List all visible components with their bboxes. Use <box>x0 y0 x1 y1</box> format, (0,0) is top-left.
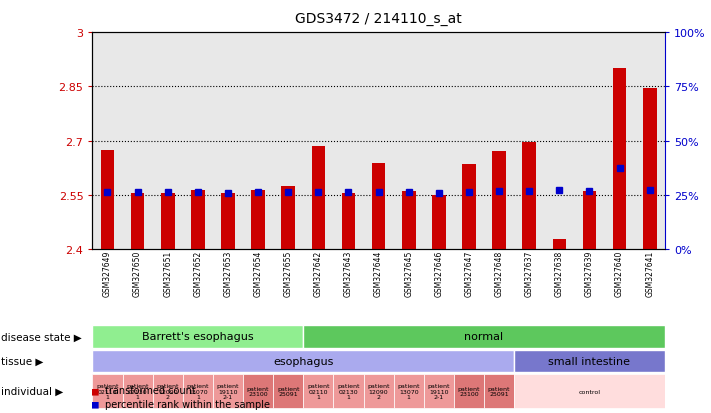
Text: normal: normal <box>464 332 503 342</box>
Text: patient
02130
1: patient 02130 1 <box>337 383 360 399</box>
Text: GSM327649: GSM327649 <box>103 250 112 297</box>
Bar <box>462 165 476 250</box>
Text: GSM327644: GSM327644 <box>374 250 383 297</box>
Bar <box>514 350 665 373</box>
Bar <box>552 239 566 250</box>
Bar <box>514 375 665 408</box>
Text: disease state ▶: disease state ▶ <box>1 332 82 342</box>
Bar <box>221 194 235 250</box>
Bar <box>92 375 122 408</box>
Bar <box>454 375 484 408</box>
Text: GSM327642: GSM327642 <box>314 250 323 297</box>
Bar <box>153 375 183 408</box>
Text: Barrett's esophagus: Barrett's esophagus <box>142 332 254 342</box>
Bar <box>333 375 363 408</box>
Text: tissue ▶: tissue ▶ <box>1 356 43 366</box>
Text: esophagus: esophagus <box>273 356 333 366</box>
Text: patient
23100: patient 23100 <box>458 386 480 396</box>
Bar <box>161 194 174 250</box>
Text: GSM327638: GSM327638 <box>555 250 564 297</box>
Text: GSM327651: GSM327651 <box>164 250 172 297</box>
Text: patient
19110
2-1: patient 19110 2-1 <box>427 383 450 399</box>
Text: ■: ■ <box>92 385 99 395</box>
Bar <box>304 375 333 408</box>
Text: GSM327643: GSM327643 <box>344 250 353 297</box>
Text: ■: ■ <box>92 399 99 409</box>
Bar <box>131 194 144 250</box>
Text: small intestine: small intestine <box>548 356 631 366</box>
Bar <box>92 325 304 348</box>
Text: GSM327637: GSM327637 <box>525 250 534 297</box>
Bar <box>492 152 506 250</box>
Bar <box>191 190 205 250</box>
Text: percentile rank within the sample: percentile rank within the sample <box>105 399 270 409</box>
Text: patient
02110
1: patient 02110 1 <box>96 383 119 399</box>
Bar <box>273 375 304 408</box>
Text: GSM327650: GSM327650 <box>133 250 142 297</box>
Text: GSM327646: GSM327646 <box>434 250 444 297</box>
Text: control: control <box>579 389 601 394</box>
Text: patient
12090
2: patient 12090 2 <box>368 383 390 399</box>
Bar <box>213 375 243 408</box>
Text: patient
25091: patient 25091 <box>277 386 299 396</box>
Bar <box>402 191 415 250</box>
Bar <box>363 375 394 408</box>
Text: patient
13070
1: patient 13070 1 <box>186 383 209 399</box>
Bar <box>243 375 273 408</box>
Bar <box>643 89 656 250</box>
Text: individual ▶: individual ▶ <box>1 386 63 396</box>
Text: patient
25091: patient 25091 <box>488 386 510 396</box>
Text: patient
19110
2-1: patient 19110 2-1 <box>217 383 239 399</box>
Text: patient
02130
1: patient 02130 1 <box>127 383 149 399</box>
Bar <box>122 375 153 408</box>
Text: GSM327648: GSM327648 <box>495 250 503 297</box>
Text: GSM327652: GSM327652 <box>193 250 203 297</box>
Bar <box>282 187 295 250</box>
Bar <box>251 191 265 250</box>
Text: GSM327653: GSM327653 <box>223 250 232 297</box>
Bar <box>424 375 454 408</box>
Text: GSM327654: GSM327654 <box>254 250 262 297</box>
Bar <box>101 150 114 250</box>
Bar <box>372 163 385 250</box>
Bar <box>432 196 446 250</box>
Bar <box>342 194 356 250</box>
Text: transformed count: transformed count <box>105 385 196 395</box>
Bar <box>311 147 325 250</box>
Text: GSM327655: GSM327655 <box>284 250 293 297</box>
Text: GDS3472 / 214110_s_at: GDS3472 / 214110_s_at <box>295 12 462 26</box>
Text: GSM327640: GSM327640 <box>615 250 624 297</box>
Text: patient
13070
1: patient 13070 1 <box>397 383 420 399</box>
Bar <box>394 375 424 408</box>
Bar <box>613 69 626 250</box>
Text: GSM327639: GSM327639 <box>585 250 594 297</box>
Text: GSM327645: GSM327645 <box>405 250 413 297</box>
Bar <box>92 350 514 373</box>
Text: GSM327641: GSM327641 <box>645 250 654 297</box>
Text: patient
23100: patient 23100 <box>247 386 269 396</box>
Bar <box>304 325 665 348</box>
Bar <box>583 192 597 250</box>
Bar <box>523 142 536 250</box>
Bar <box>183 375 213 408</box>
Text: patient
12090
2: patient 12090 2 <box>156 383 179 399</box>
Text: GSM327647: GSM327647 <box>464 250 474 297</box>
Bar <box>484 375 514 408</box>
Text: patient
02110
1: patient 02110 1 <box>307 383 330 399</box>
